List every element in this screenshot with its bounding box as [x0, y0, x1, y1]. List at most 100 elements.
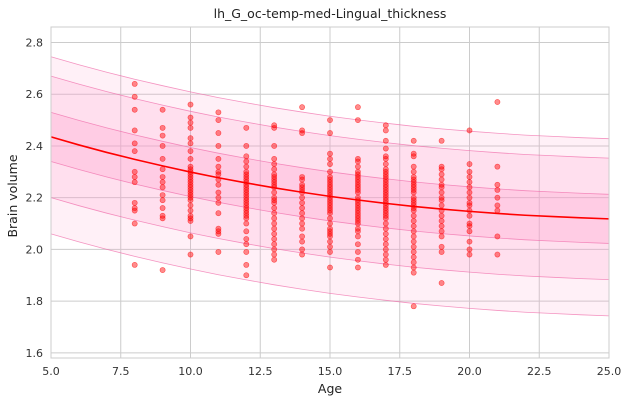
- data-point: [243, 262, 250, 268]
- confidence-band: [51, 56, 609, 316]
- data-point: [410, 137, 417, 144]
- data-point: [382, 236, 389, 242]
- data-point: [382, 225, 389, 232]
- data-point: [494, 233, 501, 240]
- data-point: [438, 280, 445, 286]
- data-point: [466, 228, 473, 235]
- data-point: [243, 143, 250, 149]
- data-point: [382, 215, 389, 222]
- band-lower-edge: [50, 233, 610, 317]
- data-point: [466, 161, 473, 167]
- data-point: [271, 205, 278, 211]
- data-point: [382, 246, 389, 253]
- data-point: [271, 210, 278, 217]
- data-point: [466, 127, 473, 134]
- data-point: [159, 132, 166, 139]
- data-point: [327, 233, 333, 240]
- data-point: [299, 194, 305, 201]
- data-point: [382, 122, 389, 129]
- data-point: [159, 267, 166, 273]
- fit-curve: [50, 136, 610, 220]
- data-point: [299, 220, 305, 227]
- data-point: [382, 262, 389, 268]
- data-point: [187, 207, 194, 214]
- data-point: [271, 256, 278, 263]
- data-point: [271, 225, 278, 232]
- data-point: [131, 174, 138, 180]
- data-point: [410, 259, 417, 266]
- data-point: [354, 241, 361, 248]
- data-point: [215, 117, 222, 123]
- data-point: [327, 155, 333, 162]
- data-point: [438, 218, 445, 224]
- x-tick-labels: 5.0 7.5 10.0 12.5 15.0 17.5 20.0 22.5 25.0: [42, 365, 621, 378]
- data-point: [299, 215, 305, 222]
- data-point: [271, 143, 278, 149]
- data-point: [438, 197, 445, 204]
- data-point: [327, 215, 333, 222]
- data-point: [271, 189, 278, 196]
- data-point: [159, 205, 166, 211]
- data-point: [131, 179, 138, 186]
- data-point: [382, 127, 389, 134]
- y-tick-label: 2.0: [26, 243, 44, 256]
- data-point: [299, 176, 305, 183]
- data-point: [438, 184, 445, 191]
- data-point: [243, 228, 250, 235]
- data-point: [131, 220, 138, 227]
- data-point: [215, 194, 222, 201]
- data-point: [466, 251, 473, 258]
- data-point: [327, 117, 333, 123]
- data-point: [131, 199, 138, 206]
- data-point: [271, 246, 278, 253]
- data-point: [271, 236, 278, 242]
- data-point: [243, 241, 250, 248]
- data-point: [466, 246, 473, 253]
- data-point: [159, 184, 166, 191]
- data-point: [243, 220, 250, 227]
- data-point: [410, 249, 417, 255]
- data-point: [271, 199, 278, 206]
- data-point: [131, 262, 138, 268]
- data-point: [299, 251, 305, 258]
- data-point: [438, 202, 445, 209]
- data-point: [438, 176, 445, 183]
- data-point: [187, 124, 194, 131]
- plot-frame: [50, 26, 610, 359]
- data-point: [354, 220, 361, 227]
- data-point: [410, 168, 417, 175]
- data-point: [187, 233, 194, 240]
- data-point: [354, 249, 361, 255]
- x-tick-label: 5.0: [42, 365, 60, 378]
- data-point: [187, 101, 194, 108]
- data-point: [410, 254, 417, 261]
- data-point: [271, 230, 278, 237]
- data-point: [299, 199, 305, 206]
- data-point: [466, 174, 473, 180]
- data-point: [243, 124, 250, 131]
- data-point: [494, 251, 501, 258]
- data-point: [215, 230, 222, 237]
- data-point: [354, 256, 361, 263]
- y-tick-label: 2.4: [26, 140, 44, 153]
- data-point: [466, 202, 473, 209]
- data-point: [187, 148, 194, 155]
- data-point: [382, 137, 389, 144]
- data-point: [215, 189, 222, 196]
- data-point: [410, 218, 417, 224]
- data-point: [187, 202, 194, 209]
- data-point: [382, 251, 389, 258]
- data-point: [243, 249, 250, 255]
- data-point: [131, 106, 138, 113]
- data-point: [271, 220, 278, 227]
- data-point: [410, 153, 417, 160]
- data-point: [354, 264, 361, 271]
- data-point: [466, 238, 473, 245]
- data-point: [438, 243, 445, 250]
- data-point: [215, 210, 222, 217]
- data-point: [494, 181, 501, 188]
- data-point: [494, 207, 501, 214]
- data-point: [410, 223, 417, 230]
